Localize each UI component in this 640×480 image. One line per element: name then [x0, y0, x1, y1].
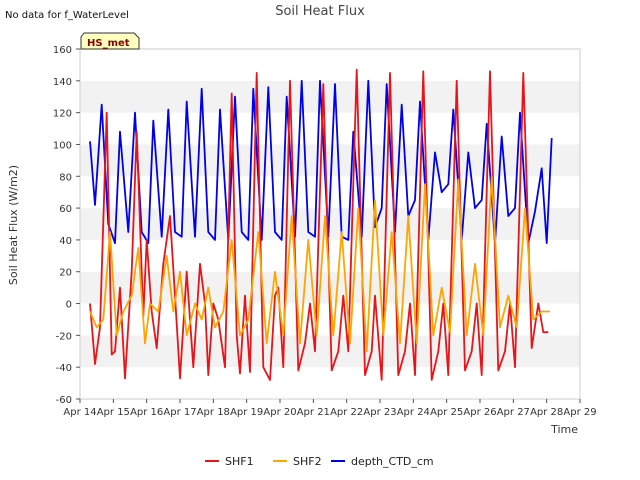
y-tick-label: -60	[56, 395, 72, 406]
x-tick-label: Apr 26	[463, 407, 496, 418]
series-line-depth-ctd-cm	[89, 79, 553, 244]
legend-label: depth_CTD_cm	[351, 455, 434, 468]
y-tick-label: -40	[56, 363, 72, 374]
series-line-shf2	[89, 175, 550, 353]
y-tick-label: 160	[53, 45, 72, 56]
series-lines	[89, 68, 553, 381]
grid-band	[80, 239, 580, 272]
y-tick-label: -20	[56, 331, 72, 342]
y-tick-label: 120	[53, 109, 72, 120]
y-tick-label: 40	[59, 236, 72, 247]
x-tick-label: Apr 29	[563, 407, 596, 418]
x-tick-label: Apr 17	[163, 407, 196, 418]
x-axis-label: Time	[550, 423, 578, 436]
no-data-note: No data for f_WaterLevel	[5, 10, 129, 21]
grid-band	[80, 144, 580, 177]
x-tick-label: Apr 23	[363, 407, 396, 418]
grid-band	[80, 367, 580, 399]
y-tick-label: 20	[59, 268, 72, 279]
grid-band	[80, 49, 580, 81]
x-tick-label: Apr 14	[63, 407, 96, 418]
y-tick-label: 60	[59, 204, 72, 215]
badge-label: HS_met	[87, 38, 130, 49]
x-tick-label: Apr 25	[430, 407, 463, 418]
hs-met-badge: HS_met	[80, 32, 140, 50]
plot-frame	[79, 48, 581, 400]
y-tick-label: 80	[59, 172, 72, 183]
y-axis-ticks: -60 -40 -20 0 20 40 60 80 100 120 140 160	[53, 45, 80, 406]
grid-band	[80, 112, 580, 145]
y-tick-label: 140	[53, 77, 72, 88]
y-axis-label: Soil Heat Flux (W/m2)	[7, 165, 20, 285]
legend-label: SHF1	[225, 455, 254, 468]
x-tick-label: Apr 24	[397, 407, 430, 418]
x-tick-label: Apr 21	[297, 407, 330, 418]
grid-band	[80, 80, 580, 113]
chart-title: Soil Heat Flux	[275, 4, 365, 19]
legend-label: SHF2	[293, 455, 322, 468]
series-line-shf1	[89, 68, 549, 381]
x-tick-label: Apr 15	[97, 407, 130, 418]
x-tick-label: Apr 20	[263, 407, 296, 418]
badge-background	[80, 32, 140, 50]
y-tick-label: 100	[53, 140, 72, 151]
x-axis-ticks: Apr 14 Apr 15 Apr 16 Apr 17 Apr 18 Apr 19 Apr …	[63, 399, 597, 418]
x-tick-label: Apr 19	[230, 407, 263, 418]
x-tick-label: Apr 16	[130, 407, 163, 418]
y-tick-label: 0	[66, 300, 72, 311]
x-tick-label: Apr 28	[530, 407, 563, 418]
x-tick-label: Apr 22	[330, 407, 363, 418]
legend: SHF1 SHF2 depth_CTD_cm	[205, 455, 434, 468]
x-tick-label: Apr 18	[197, 407, 230, 418]
x-tick-label: Apr 27	[497, 407, 530, 418]
